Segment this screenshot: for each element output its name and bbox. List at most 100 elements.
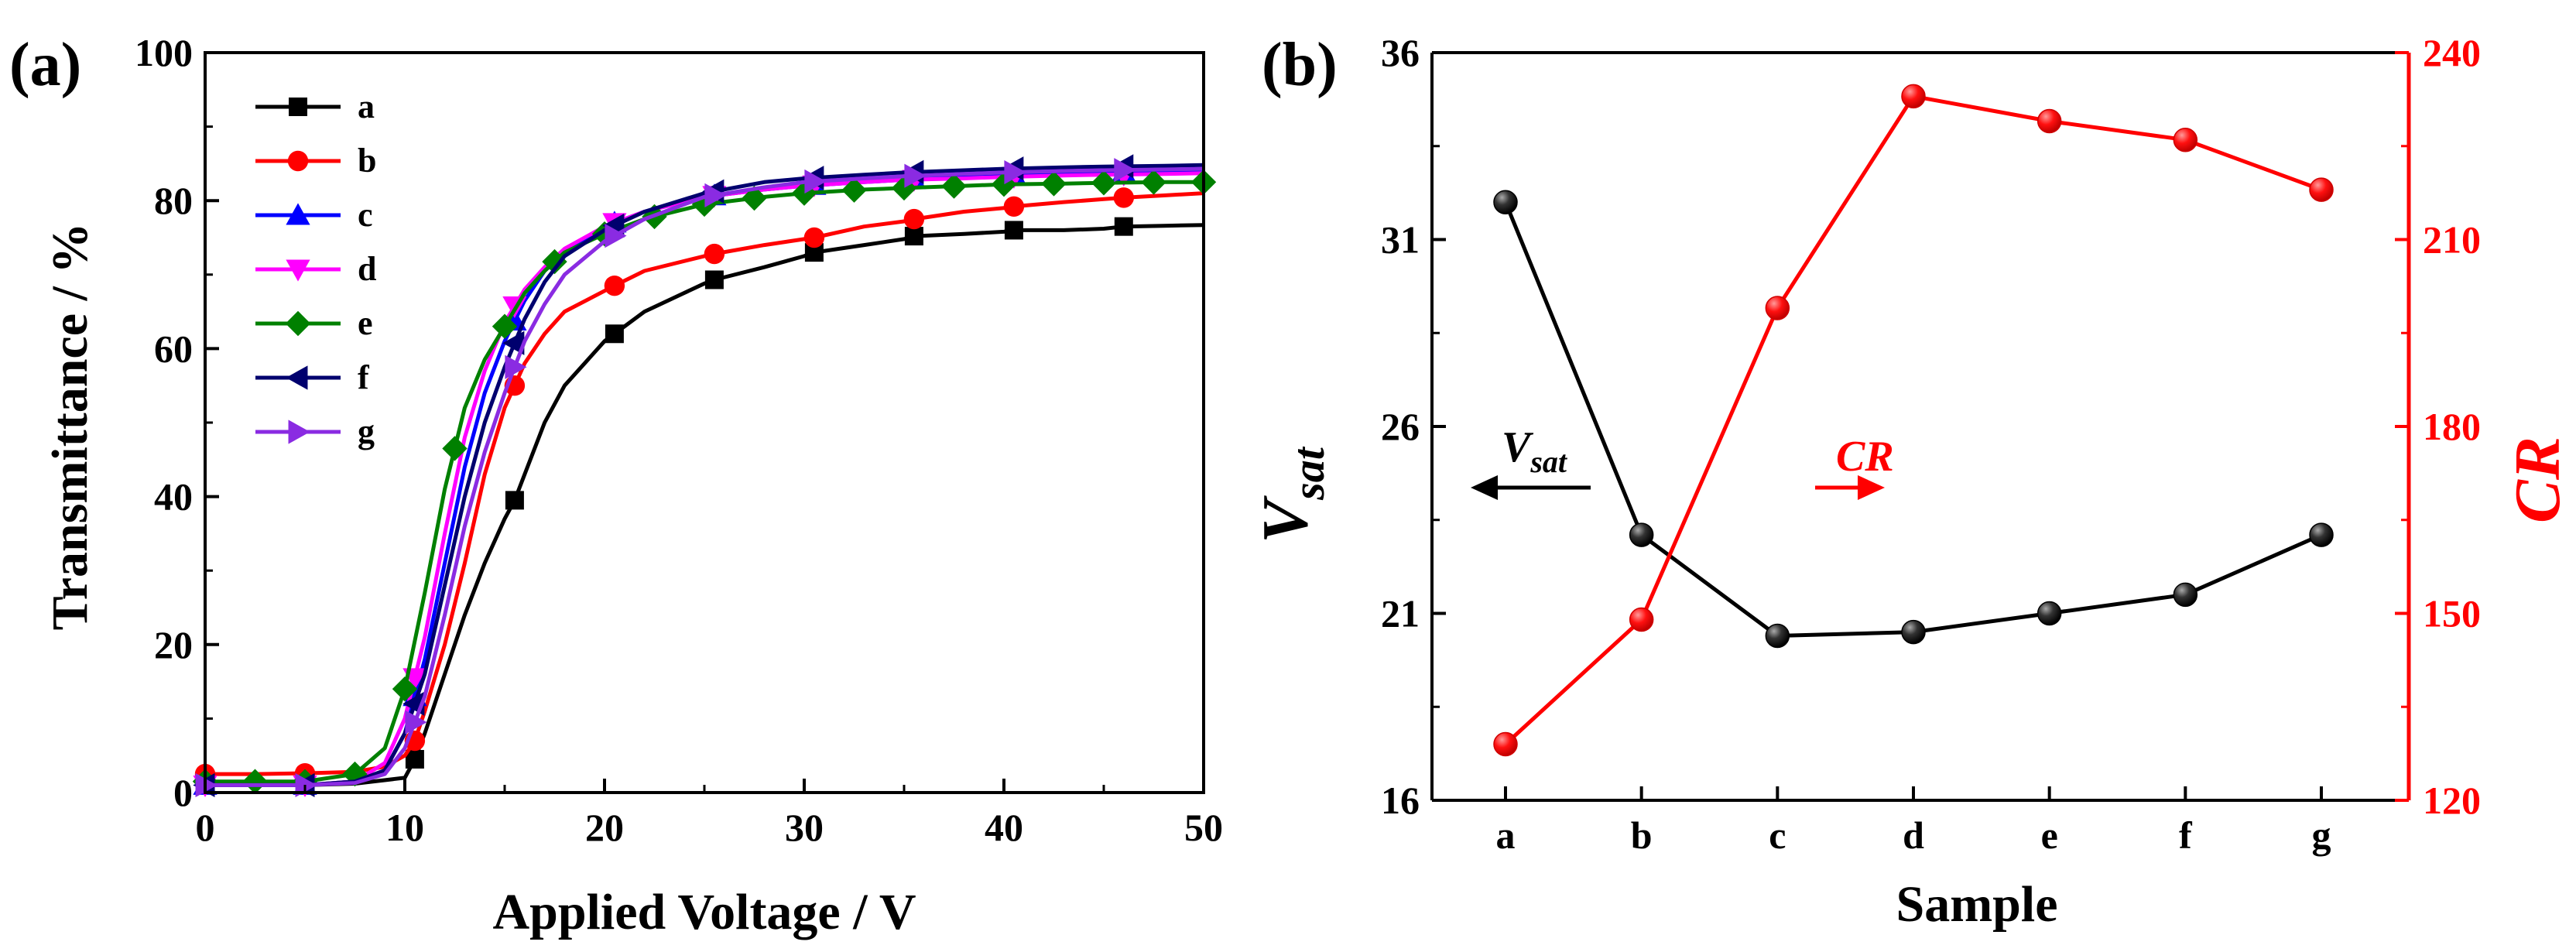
y-tick-label-40: 40 xyxy=(154,475,193,519)
category-label-e: e xyxy=(2041,813,2058,857)
right-y-tick-label-240: 240 xyxy=(2423,31,2481,74)
panel-a-plot-frame xyxy=(204,51,1205,794)
series-f-line xyxy=(205,163,1204,787)
x-tick-label-0: 0 xyxy=(196,806,215,849)
series-CR-point-b xyxy=(1629,607,1654,632)
series-b-line xyxy=(205,191,1204,776)
series-e-line xyxy=(205,180,1204,784)
series-e-point xyxy=(242,769,268,794)
legend-marker-g xyxy=(288,419,310,444)
legend-marker-a xyxy=(289,98,307,116)
series-CR-point-g xyxy=(2309,177,2334,202)
right-y-tick-label-120: 120 xyxy=(2423,779,2481,822)
right-y-tick-label-180: 180 xyxy=(2423,405,2481,448)
series-a-point xyxy=(1004,221,1023,240)
cr-arrow-head xyxy=(1858,475,1885,500)
panel-a-x-axis-title: Applied Voltage / V xyxy=(492,884,916,940)
series-b-point xyxy=(704,243,725,265)
series-b-point xyxy=(803,227,825,248)
category-label-a: a xyxy=(1496,813,1516,857)
series-e-point xyxy=(392,676,418,702)
legend-item-e: e xyxy=(255,304,373,342)
panel-b-label: (b) xyxy=(1262,31,1338,99)
category-label-d: d xyxy=(1903,813,1924,857)
vsat-arrow-head xyxy=(1471,475,1498,500)
series-e-point xyxy=(342,761,368,787)
y-tick-label-80: 80 xyxy=(154,179,193,222)
series-c-line xyxy=(205,169,1204,787)
series-b xyxy=(194,187,1204,785)
x-tick-label-40: 40 xyxy=(985,806,1023,849)
legend-marker-b xyxy=(287,150,309,172)
legend-item-a: a xyxy=(255,87,375,125)
legend-label-e: e xyxy=(358,304,373,342)
x-tick-label-30: 30 xyxy=(785,806,824,849)
left-y-tick-label-26: 26 xyxy=(1381,405,1420,448)
category-label-g: g xyxy=(2312,813,2331,857)
series-Vsat-point-b xyxy=(1629,522,1654,547)
series-e-point xyxy=(1141,170,1166,195)
panel-a: (a) Applied Voltage / V Transmittance / … xyxy=(9,31,1223,940)
series-g-line xyxy=(205,166,1204,787)
series-a-line xyxy=(205,223,1204,787)
series-Vsat-point-f xyxy=(2173,582,2198,608)
series-f-point xyxy=(502,330,525,355)
panel-a-y-axis-title: Transmittance / % xyxy=(42,223,98,631)
panel-a-label: (a) xyxy=(9,31,81,99)
legend-item-d: d xyxy=(255,250,376,288)
series-CR-point-e xyxy=(2036,108,2062,134)
left-y-tick-label-36: 36 xyxy=(1381,31,1420,74)
series-Vsat-line xyxy=(1503,201,2323,638)
series-a-point xyxy=(605,324,624,344)
series-g-point xyxy=(704,183,727,207)
series-g-point xyxy=(605,224,627,248)
series-g-point xyxy=(1114,158,1136,183)
series-b-point xyxy=(1003,196,1025,217)
series-e-point xyxy=(841,177,867,203)
legend-marker-c xyxy=(286,203,310,225)
left-axis-title-main: V xyxy=(1249,495,1321,543)
series-Vsat-point-g xyxy=(2309,522,2334,547)
series-Vsat-point-a xyxy=(1493,190,1518,214)
panel-b-annotations: Vsat CR xyxy=(1471,423,1894,500)
x-tick-label-20: 20 xyxy=(585,806,624,849)
panel-b: (b) Sample Vsat CR Vsat CR a b c d e f g 16 21 26 3… xyxy=(1249,31,2574,933)
series-CR-point-f xyxy=(2173,127,2198,152)
legend-label-d: d xyxy=(358,250,376,288)
legend-label-a: a xyxy=(358,87,375,125)
legend-marker-e xyxy=(285,310,311,337)
series-f xyxy=(193,154,1204,798)
left-y-tick-label-16: 16 xyxy=(1381,779,1420,822)
cr-annotation: CR xyxy=(1815,433,1894,500)
panel-b-left-axis-title: Vsat xyxy=(1249,446,1334,543)
y-tick-label-60: 60 xyxy=(154,327,193,370)
series-CR-point-d xyxy=(1901,84,1926,109)
series-Vsat-point-c xyxy=(1765,623,1790,649)
legend-marker-d xyxy=(286,259,310,282)
panel-b-x-axis-title: Sample xyxy=(1896,876,2057,933)
series-g-point xyxy=(1004,159,1026,185)
series-e-point xyxy=(742,185,767,211)
series-b-point xyxy=(1113,187,1135,208)
legend-item-f: f xyxy=(255,358,370,396)
series-CR xyxy=(1493,84,2334,757)
series-e-point xyxy=(542,248,567,275)
series-g-point xyxy=(405,710,427,735)
series-e-point xyxy=(941,173,967,199)
series-Vsat-point-d xyxy=(1901,619,1926,645)
x-tick-label-10: 10 xyxy=(385,806,424,849)
series-Vsat xyxy=(1493,190,2334,649)
series-CR-line xyxy=(1504,94,2322,746)
series-g-point xyxy=(505,354,527,379)
legend-item-b: b xyxy=(255,142,376,180)
cr-annotation-text: CR xyxy=(1836,433,1894,481)
series-a-point xyxy=(1114,217,1133,236)
panel-b-right-axis-title: CR xyxy=(2502,437,2574,523)
series-e-point xyxy=(1091,170,1117,196)
y-tick-label-0: 0 xyxy=(173,771,193,814)
legend-label-g: g xyxy=(358,413,375,450)
series-e xyxy=(192,170,1217,794)
vsat-annotation: Vsat xyxy=(1471,423,1591,500)
